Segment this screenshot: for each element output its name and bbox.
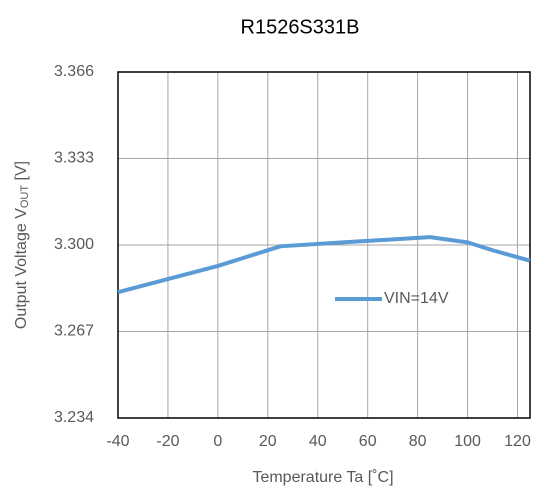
x-tick-label: 80 (409, 433, 427, 450)
plot-frame (117, 71, 531, 419)
legend-label: VIN=14V (384, 290, 449, 307)
y-tick-label: 3.333 (54, 150, 94, 167)
x-tick-label: 120 (504, 433, 531, 450)
x-tick-label: 20 (259, 433, 277, 450)
x-tick-label: -20 (156, 433, 179, 450)
y-axis-label: Output Voltage VOUT [V] (13, 161, 31, 329)
x-tick-label: 60 (359, 433, 377, 450)
y-label-part: [V] (13, 161, 30, 185)
chart-title: R1526S331B (241, 16, 360, 38)
x-tick-label: 40 (309, 433, 327, 450)
data-line (117, 235, 531, 295)
y-label-part: Output Voltage V (13, 208, 30, 329)
y-tick-label: 3.267 (54, 323, 94, 340)
x-tick-label: 0 (213, 433, 222, 450)
x-tick-label: -40 (106, 433, 129, 450)
x-tick-label: 100 (454, 433, 481, 450)
y-label-sub: OUT (19, 185, 31, 209)
y-tick-label: 3.300 (54, 236, 94, 253)
y-tick-label: 3.366 (54, 63, 94, 80)
y-tick-label: 3.234 (54, 409, 94, 426)
x-axis-label: Temperature Ta [˚C] (252, 469, 393, 486)
